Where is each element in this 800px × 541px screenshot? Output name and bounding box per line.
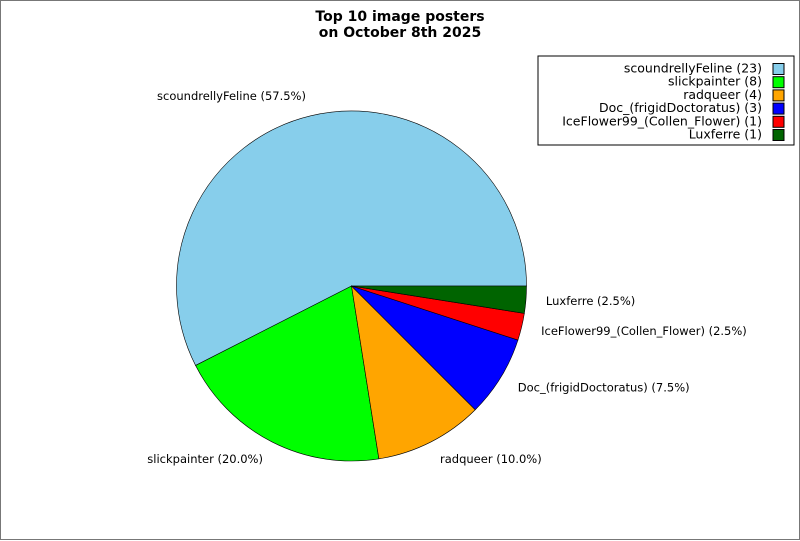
slice-label: Doc_(frigidDoctoratus) (7.5%) [518, 380, 690, 394]
legend-swatch [772, 63, 785, 75]
legend-swatch [772, 76, 785, 89]
slice-label: scoundrellyFeline (57.5%) [157, 89, 306, 103]
slice-label: slickpainter (20.0%) [147, 452, 263, 466]
legend-swatch [772, 115, 785, 128]
legend-swatch [772, 129, 785, 141]
legend-swatch [772, 89, 785, 102]
legend-swatch [772, 102, 785, 115]
slice-label: radqueer (10.0%) [440, 452, 542, 466]
slice-label: Luxferre (2.5%) [546, 294, 635, 308]
legend-label: radqueer (4) [683, 87, 762, 102]
legend-label: Doc_(frigidDoctoratus) (3) [599, 100, 762, 115]
legend-box [537, 55, 795, 146]
legend-label: scoundrellyFeline (23) [624, 61, 762, 76]
legend-label: Luxferre (1) [689, 127, 762, 142]
chart-title-line-2: on October 8th 2025 [319, 25, 482, 41]
pie-slice-0 [176, 110, 527, 366]
slice-label: IceFlower99_(Collen_Flower) (2.5%) [541, 324, 747, 338]
pie-slice-1 [195, 285, 380, 462]
pie-slice-5 [351, 285, 527, 314]
legend-label: IceFlower99_(Collen_Flower) (1) [562, 113, 762, 128]
chart-title-line-1: Top 10 image posters [315, 9, 484, 25]
legend-label: slickpainter (8) [668, 74, 762, 89]
pie-slice-2 [351, 285, 476, 460]
